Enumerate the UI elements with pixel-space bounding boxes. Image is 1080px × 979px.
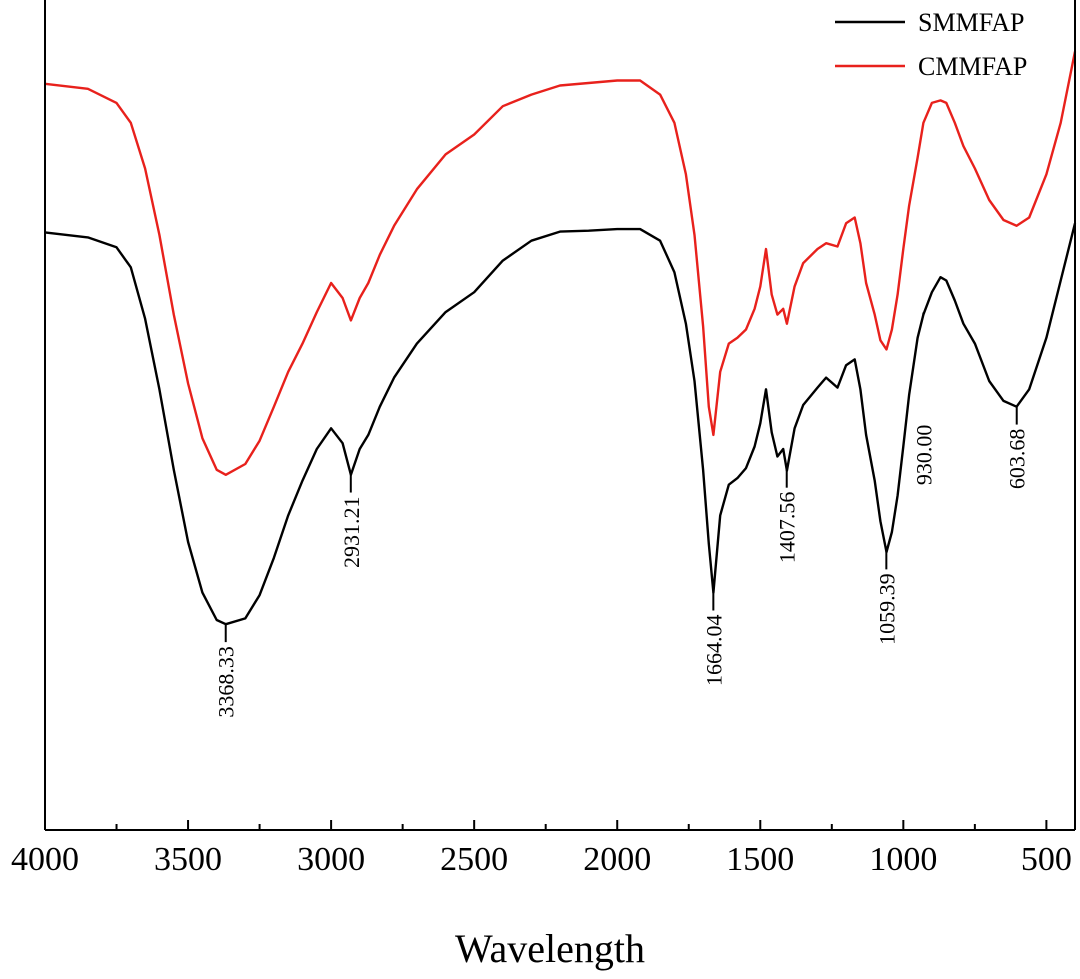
peak-label-1407-56: 1407.56 (775, 492, 800, 564)
series-line-smmfap (44, 223, 1077, 626)
legend-label-smmfap: SMMFAP (918, 8, 1024, 37)
peak-label-603-68: 603.68 (1005, 429, 1030, 490)
plot-lines (44, 51, 1077, 626)
peak-annotations: 3368.33 2931.21 1664.04 1407.56 1059.39 930.0… (214, 312, 1030, 718)
x-tick-label-3000: 3000 (297, 841, 365, 878)
peak-label-930-00: 930.00 (911, 425, 936, 486)
series-line-cmmfap (44, 51, 1077, 476)
peak-label-1059-39: 1059.39 (874, 573, 899, 645)
x-tick-label-2000: 2000 (583, 841, 651, 878)
legend: SMMFAP CMMFAP (835, 8, 1027, 81)
peak-label-1664-04: 1664.04 (701, 614, 726, 686)
x-tick-label-1000: 1000 (869, 841, 937, 878)
peak-label-3368-33: 3368.33 (214, 646, 239, 718)
x-axis-label: Wavelength (455, 926, 645, 971)
x-tick-label-500: 500 (1021, 841, 1072, 878)
x-tick-label-1500: 1500 (726, 841, 794, 878)
legend-label-cmmfap: CMMFAP (918, 52, 1027, 81)
peak-label-2931-21: 2931.21 (339, 497, 364, 569)
x-tick-label-2500: 2500 (440, 841, 508, 878)
x-tick-label-4000: 4000 (11, 841, 79, 878)
x-tick-label-3500: 3500 (154, 841, 222, 878)
axes: 4000 3500 3000 2500 2000 1500 1000 500 (11, 0, 1076, 878)
